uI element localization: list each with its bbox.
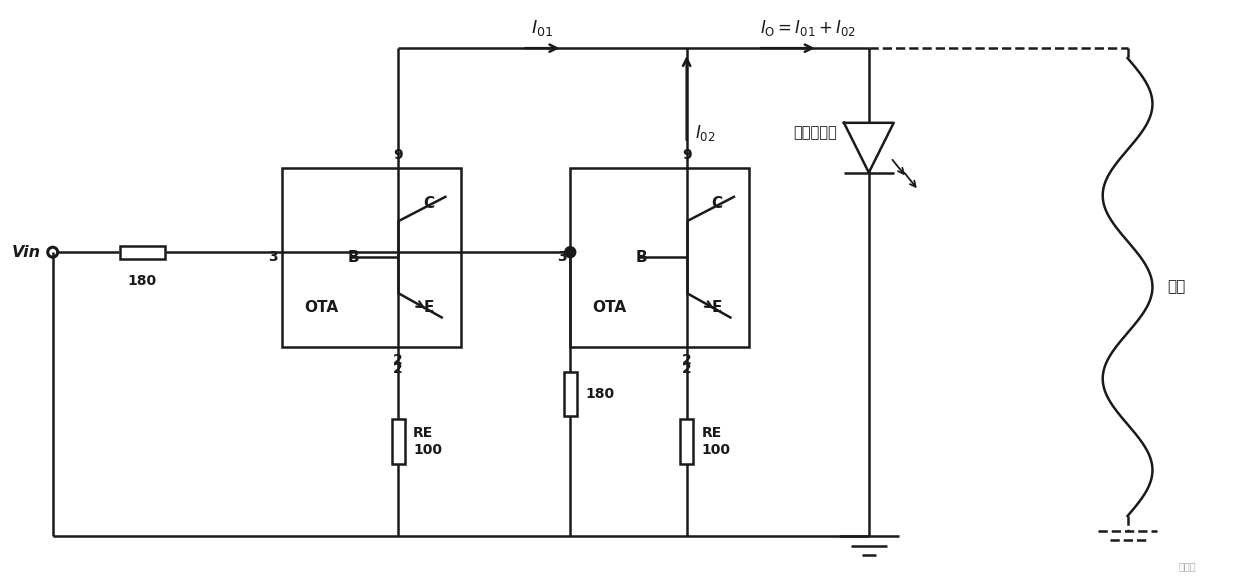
Bar (570, 168, 749, 347)
Text: OTA: OTA (592, 300, 627, 315)
Text: 3: 3 (556, 250, 566, 264)
Bar (391, 419, 405, 464)
Text: RE: RE (414, 426, 433, 440)
Text: 2: 2 (394, 362, 402, 376)
Text: 9: 9 (394, 147, 402, 161)
Text: B: B (636, 249, 648, 265)
Text: $I_{\rm O} = I_{01} + I_{02}$: $I_{\rm O} = I_{01} + I_{02}$ (760, 18, 856, 38)
Text: 2: 2 (682, 353, 692, 367)
Text: C: C (424, 196, 433, 211)
Bar (564, 372, 576, 416)
Bar (681, 419, 693, 464)
Text: C: C (712, 196, 723, 211)
Polygon shape (845, 123, 894, 173)
Text: 100: 100 (702, 443, 730, 457)
Text: 3: 3 (268, 250, 278, 264)
Text: 180: 180 (128, 274, 156, 288)
Text: $I_{01}$: $I_{01}$ (532, 18, 554, 38)
Bar (120, 246, 165, 259)
Text: E: E (424, 300, 433, 315)
Text: 韬子网: 韬子网 (1179, 561, 1196, 571)
Text: Vin: Vin (11, 245, 41, 259)
Text: RE: RE (702, 426, 722, 440)
Text: $I_{02}$: $I_{02}$ (694, 123, 715, 143)
Text: 2: 2 (682, 362, 692, 376)
Text: 100: 100 (414, 443, 442, 457)
Text: 2: 2 (394, 353, 402, 367)
Circle shape (565, 247, 576, 258)
Text: 发光二极管: 发光二极管 (794, 125, 837, 140)
Text: 9: 9 (682, 147, 692, 161)
Text: B: B (348, 249, 359, 265)
Text: 180: 180 (585, 387, 615, 401)
Text: E: E (712, 300, 723, 315)
Text: OTA: OTA (304, 300, 338, 315)
Text: 线圈: 线圈 (1167, 279, 1186, 295)
Bar (282, 168, 461, 347)
